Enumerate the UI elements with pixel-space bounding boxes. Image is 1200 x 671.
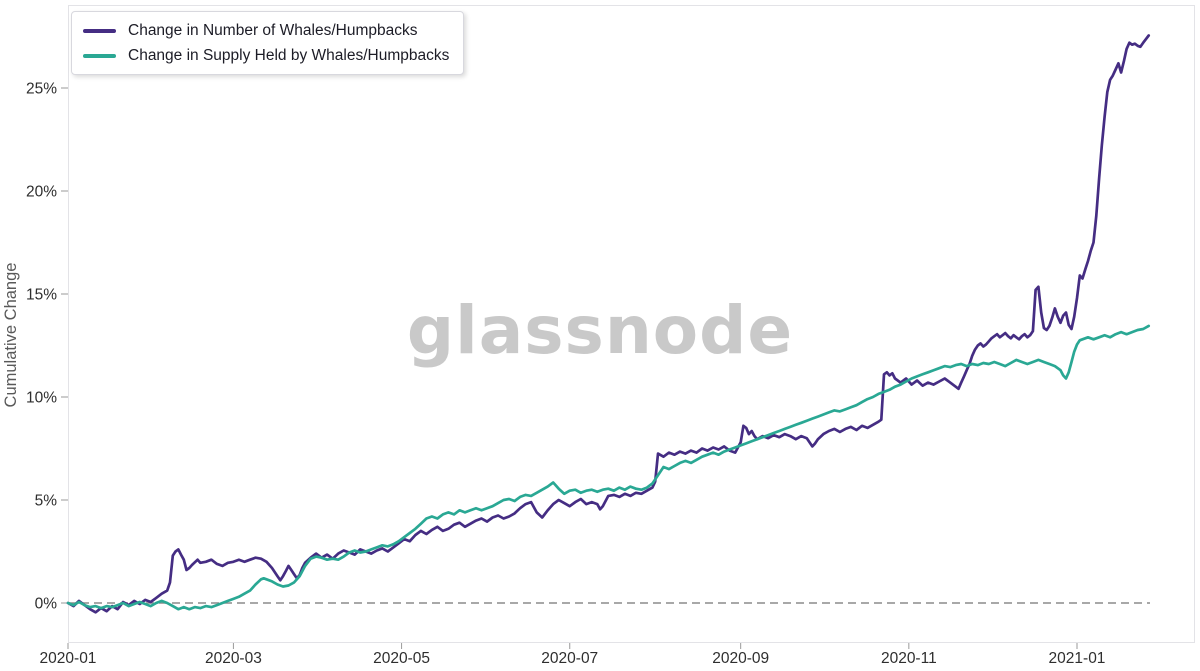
y-tick-label: 15% [26,287,57,304]
legend-label-number-of-whales: Change in Number of Whales/Humpbacks [128,21,418,39]
x-tick-label: 2020-09 [712,650,769,667]
x-tick-label: 2020-07 [541,650,598,667]
series-line-1 [66,324,1151,611]
x-tick-label: 2021-01 [1049,650,1106,667]
legend: Change in Number of Whales/Humpbacks Cha… [71,11,465,75]
x-tick-label: 2020-05 [373,650,430,667]
series-lines [66,34,1151,614]
x-tick-label: 2020-11 [881,650,937,667]
x-tick-label: 2020-03 [205,650,262,667]
y-tick-label: 25% [26,81,57,98]
legend-item-number-of-whales[interactable]: Change in Number of Whales/Humpbacks [83,18,449,43]
legend-item-supply-held[interactable]: Change in Supply Held by Whales/Humpback… [83,43,449,68]
plot-border [68,5,1195,643]
y-tick-label: 5% [35,493,58,510]
legend-label-supply-held: Change in Supply Held by Whales/Humpback… [128,46,450,64]
axis-ticks: 0% 5% 10% 15% 20% 25% 2020-01 2020-03 2020-05 202… [26,81,1105,668]
legend-swatch-number-of-whales [83,28,116,33]
y-axis-title: Cumulative Change [2,263,20,408]
y-tick-label: 0% [35,596,58,613]
series-line-0 [66,34,1151,614]
glassnode-watermark: glassnode [406,292,794,369]
x-tick-label: 2020-01 [40,650,97,667]
legend-swatch-supply-held [83,53,116,58]
y-tick-label: 20% [26,184,57,201]
y-tick-label: 10% [26,390,57,407]
